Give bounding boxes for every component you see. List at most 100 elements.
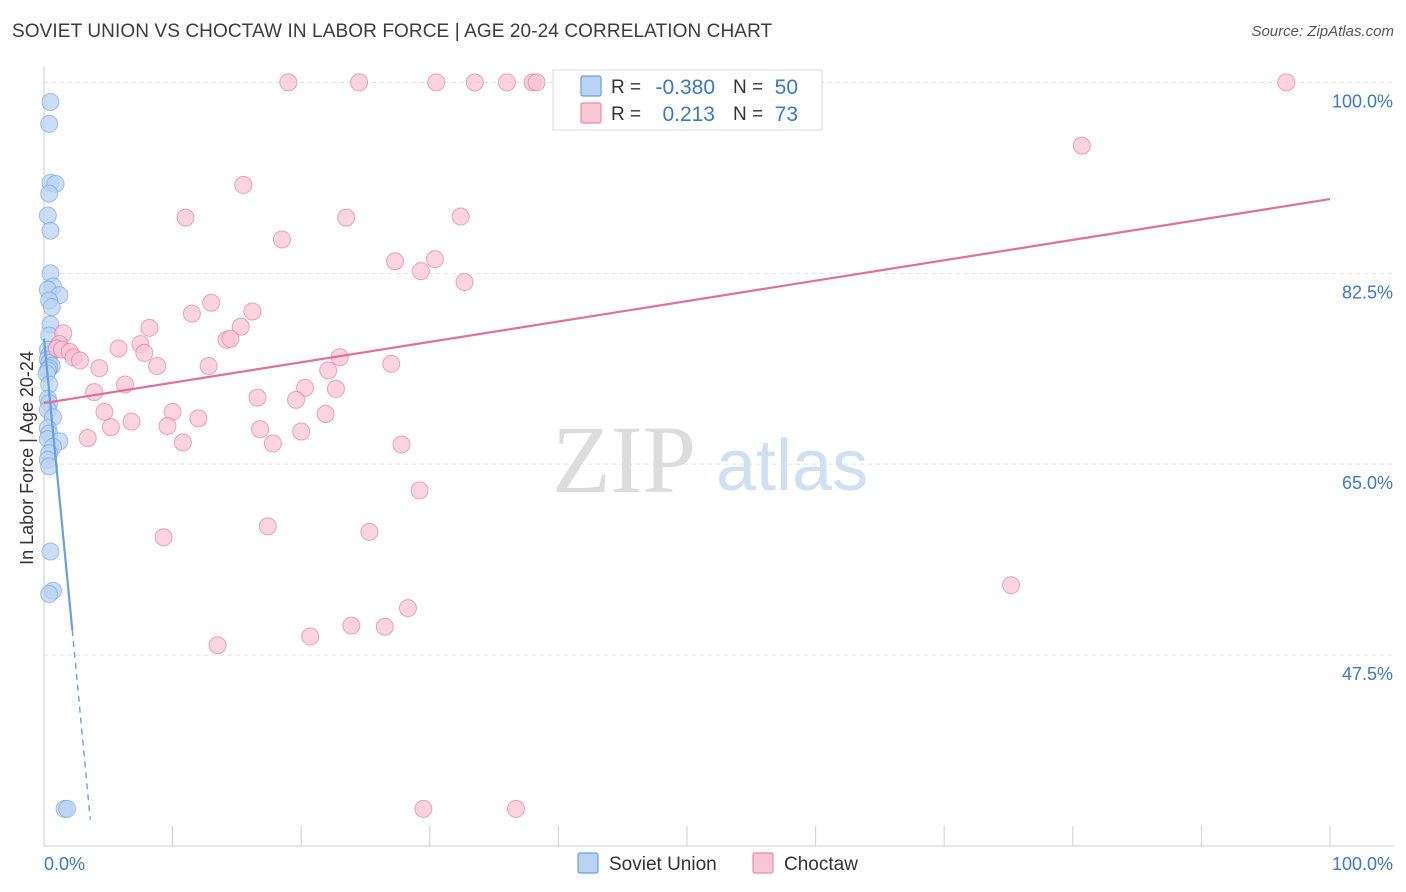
point-choctaw	[337, 208, 356, 227]
y-tick-label: 100.0%	[1332, 91, 1393, 111]
stats-n-label-soviet: N =	[733, 77, 763, 98]
y-tick-label: 65.0%	[1342, 473, 1393, 493]
point-choctaw	[202, 293, 221, 312]
watermark: ZIP atlas	[552, 406, 868, 513]
point-choctaw	[425, 250, 444, 269]
point-choctaw	[251, 420, 270, 439]
point-choctaw	[263, 434, 282, 453]
point-soviet-union	[58, 799, 77, 818]
point-choctaw	[279, 73, 298, 92]
point-choctaw	[506, 799, 525, 818]
point-choctaw	[90, 359, 109, 378]
point-choctaw	[182, 304, 201, 323]
stats-n-value-soviet: 50	[775, 76, 798, 99]
watermark-atlas: atlas	[716, 426, 868, 506]
chart-title: SOVIET UNION VS CHOCTAW IN LABOR FORCE |…	[12, 21, 773, 42]
point-choctaw	[234, 175, 253, 194]
point-choctaw	[243, 302, 262, 321]
point-soviet-union	[40, 184, 59, 203]
stats-r-label-soviet: R =	[611, 77, 641, 98]
point-choctaw	[122, 412, 141, 431]
point-choctaw	[360, 522, 379, 541]
point-choctaw	[221, 329, 240, 348]
point-choctaw	[189, 409, 208, 428]
point-soviet-union	[41, 93, 60, 111]
watermark-zip: ZIP	[552, 406, 696, 513]
point-choctaw	[451, 207, 470, 226]
chart-source: Source: ZipAtlas.com	[1251, 23, 1394, 40]
point-choctaw	[158, 417, 177, 435]
point-choctaw	[382, 354, 401, 373]
point-soviet-union	[40, 114, 59, 133]
point-choctaw	[375, 617, 394, 636]
x-tick-label-max: 100.0%	[1332, 854, 1393, 874]
point-choctaw	[85, 383, 104, 402]
stats-r-value-choctaw: 0.213	[662, 103, 715, 126]
point-choctaw	[465, 73, 484, 92]
legend-swatch-soviet[interactable]	[577, 852, 599, 874]
point-soviet-union	[41, 221, 60, 240]
point-choctaw	[1002, 576, 1021, 595]
point-choctaw	[414, 799, 433, 818]
point-soviet-union	[40, 585, 59, 603]
stats-r-value-soviet: -0.380	[655, 76, 715, 99]
stats-swatch-choctaw	[580, 102, 602, 124]
stats-n-label-choctaw: N =	[733, 104, 763, 125]
y-tick-label: 47.5%	[1342, 664, 1393, 684]
point-choctaw	[154, 528, 173, 547]
trend-line-soviet-union-extension	[71, 629, 91, 820]
point-choctaw	[208, 636, 227, 655]
point-choctaw	[427, 73, 446, 92]
point-soviet-union	[40, 457, 59, 476]
point-choctaw	[316, 405, 335, 423]
data-points	[37, 73, 1296, 818]
trend-line-soviet-union	[42, 338, 74, 631]
point-choctaw	[386, 252, 405, 271]
legend-swatch-choctaw[interactable]	[752, 852, 774, 874]
point-choctaw	[231, 317, 250, 336]
point-choctaw	[71, 351, 90, 370]
point-choctaw	[1072, 136, 1091, 155]
y-tick-labels: 47.5% 65.0% 82.5% 100.0%	[1332, 91, 1393, 684]
point-choctaw	[350, 73, 369, 92]
stats-box: R = -0.380 N = 50 R = 0.213 N = 73	[552, 69, 823, 131]
point-choctaw	[101, 418, 120, 437]
point-choctaw	[410, 481, 429, 500]
legend: Soviet Union Choctaw	[577, 852, 858, 875]
legend-label-choctaw[interactable]: Choctaw	[784, 854, 858, 875]
point-choctaw	[176, 208, 195, 227]
point-choctaw	[140, 318, 159, 337]
y-axis-label: In Labor Force | Age 20-24	[17, 351, 37, 565]
point-choctaw	[398, 599, 417, 618]
stats-swatch-soviet	[580, 75, 602, 97]
point-choctaw	[326, 379, 345, 398]
stats-n-value-choctaw: 73	[775, 103, 798, 126]
point-choctaw	[319, 361, 338, 380]
point-soviet-union	[41, 542, 60, 561]
point-choctaw	[199, 357, 218, 375]
point-choctaw	[95, 402, 114, 421]
trend-lines	[42, 198, 1331, 820]
point-choctaw	[455, 273, 474, 291]
point-choctaw	[258, 517, 277, 536]
point-soviet-union	[38, 206, 57, 225]
legend-label-soviet[interactable]: Soviet Union	[609, 854, 717, 875]
point-choctaw	[173, 433, 192, 452]
point-choctaw	[272, 230, 291, 249]
point-choctaw	[411, 262, 430, 281]
point-choctaw	[148, 357, 167, 375]
point-choctaw	[292, 422, 311, 441]
point-choctaw	[527, 73, 546, 92]
point-choctaw	[392, 435, 411, 454]
x-axis-ticks	[43, 826, 1331, 846]
point-choctaw	[109, 339, 128, 358]
point-choctaw	[342, 616, 361, 635]
x-tick-label-min: 0.0%	[44, 854, 85, 874]
point-choctaw	[135, 343, 154, 362]
point-choctaw	[248, 388, 267, 407]
grid-lines	[44, 81, 1394, 656]
y-tick-label: 82.5%	[1342, 282, 1393, 302]
point-choctaw	[301, 627, 320, 646]
point-choctaw	[296, 378, 315, 397]
